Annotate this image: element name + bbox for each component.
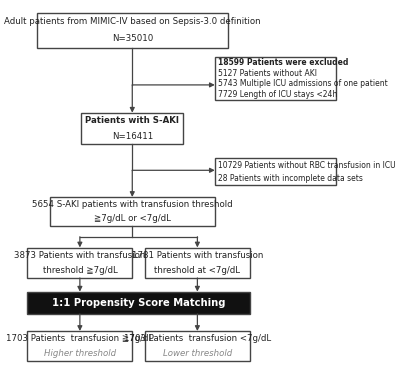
FancyBboxPatch shape	[145, 331, 250, 362]
Text: threshold at <7g/dL: threshold at <7g/dL	[154, 266, 240, 275]
FancyBboxPatch shape	[215, 57, 336, 100]
Text: 5127 Patients without AKI: 5127 Patients without AKI	[218, 68, 317, 77]
Text: 1703 Patients  transfusion <7g/dL: 1703 Patients transfusion <7g/dL	[124, 334, 271, 343]
Text: 5654 S-AKI patients with transfusion threshold: 5654 S-AKI patients with transfusion thr…	[32, 200, 232, 209]
FancyBboxPatch shape	[82, 113, 183, 144]
Text: 7729 Length of ICU stays <24h: 7729 Length of ICU stays <24h	[218, 90, 337, 99]
Text: 3873 Patients with transfusion: 3873 Patients with transfusion	[14, 251, 146, 260]
Text: ≧7g/dL or <7g/dL: ≧7g/dL or <7g/dL	[94, 214, 171, 223]
Text: 1:1 Propensity Score Matching: 1:1 Propensity Score Matching	[52, 298, 225, 308]
Text: N=35010: N=35010	[112, 34, 153, 43]
Text: Adult patients from MIMIC-IV based on Sepsis-3.0 definition: Adult patients from MIMIC-IV based on Se…	[4, 17, 260, 26]
Text: Patients with S-AKI: Patients with S-AKI	[85, 116, 179, 125]
Text: Lower threshold: Lower threshold	[163, 349, 232, 358]
FancyBboxPatch shape	[50, 197, 215, 226]
FancyBboxPatch shape	[215, 159, 336, 185]
Text: N=16411: N=16411	[112, 132, 153, 141]
Text: 1781 Patients with transfusion: 1781 Patients with transfusion	[132, 251, 263, 260]
Text: 28 Patients with incomplete data sets: 28 Patients with incomplete data sets	[218, 174, 363, 183]
FancyBboxPatch shape	[28, 331, 132, 362]
Text: 18599 Patients were excluded: 18599 Patients were excluded	[218, 58, 348, 67]
FancyBboxPatch shape	[37, 12, 228, 48]
FancyBboxPatch shape	[145, 248, 250, 278]
Text: 10729 Patients without RBC transfusion in ICU: 10729 Patients without RBC transfusion i…	[218, 160, 396, 169]
FancyBboxPatch shape	[28, 248, 132, 278]
Text: 5743 Multiple ICU admissions of one patient: 5743 Multiple ICU admissions of one pati…	[218, 79, 388, 88]
FancyBboxPatch shape	[28, 292, 250, 314]
Text: 1703 Patients  transfusion ≧7g/dL: 1703 Patients transfusion ≧7g/dL	[6, 334, 154, 343]
Text: threshold ≧7g/dL: threshold ≧7g/dL	[42, 266, 117, 275]
Text: Higher threshold: Higher threshold	[44, 349, 116, 358]
